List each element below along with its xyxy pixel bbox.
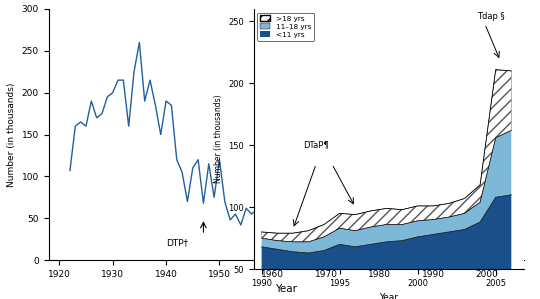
X-axis label: Year: Year xyxy=(275,284,297,295)
Y-axis label: Number (in thousands): Number (in thousands) xyxy=(214,95,223,183)
Text: DTP†: DTP† xyxy=(166,238,188,247)
Text: Tdap §: Tdap § xyxy=(477,12,504,21)
Y-axis label: Number (in thousands): Number (in thousands) xyxy=(7,82,16,187)
Legend: >18 yrs, 11–18 yrs, <11 yrs: >18 yrs, 11–18 yrs, <11 yrs xyxy=(258,13,314,41)
Text: DTaP¶: DTaP¶ xyxy=(303,141,329,150)
X-axis label: Year: Year xyxy=(379,293,399,299)
